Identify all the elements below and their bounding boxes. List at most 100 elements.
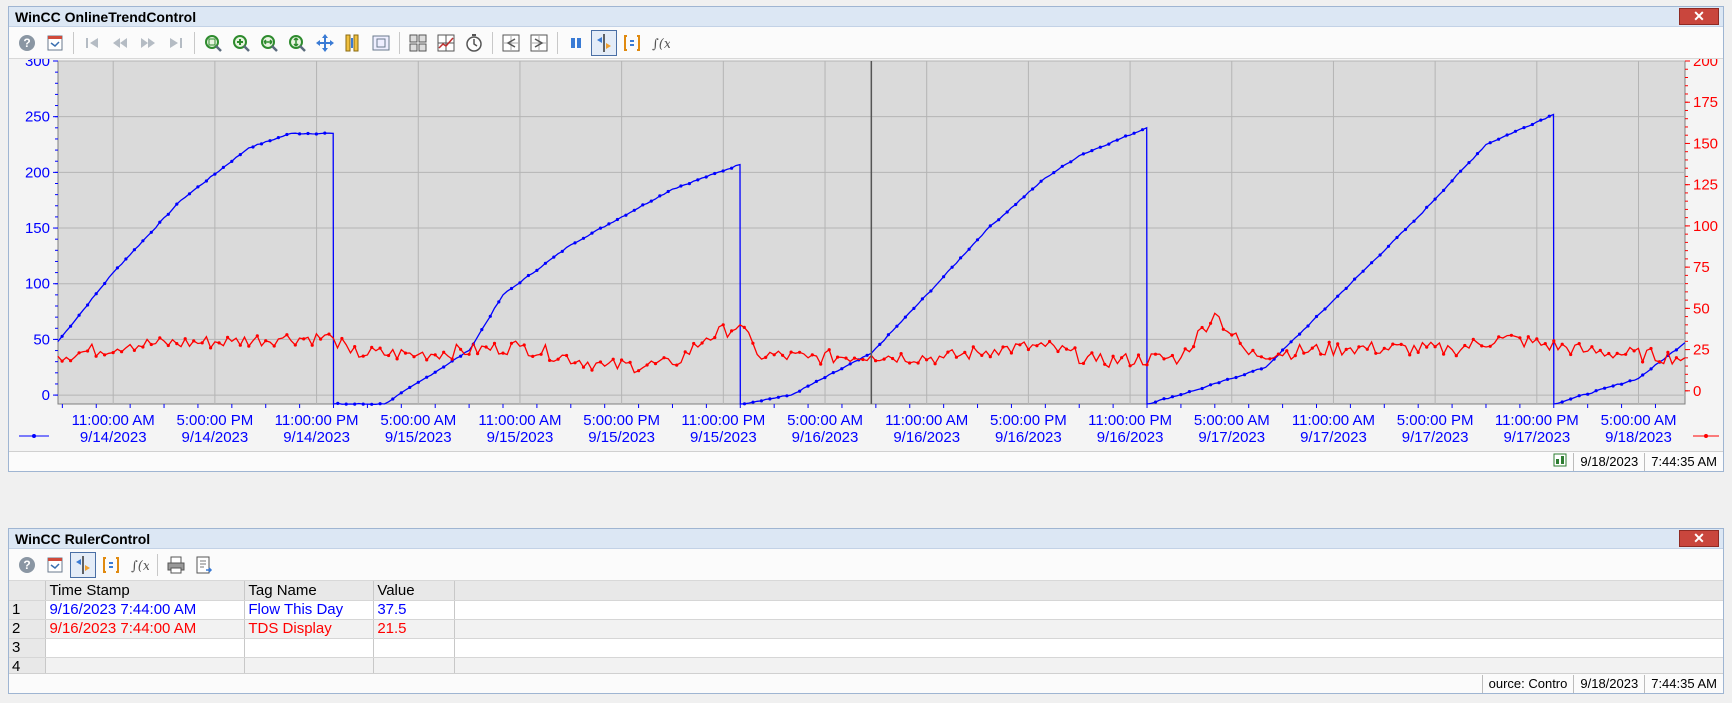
data-point [370, 345, 374, 349]
data-point [1569, 352, 1573, 357]
data-point [552, 255, 556, 259]
data-point [395, 357, 399, 361]
stop-icon[interactable] [563, 30, 589, 56]
data-point [598, 226, 603, 230]
column-header-time-stamp[interactable]: Time Stamp [45, 581, 246, 601]
x-axis-tick-label-time: 11:00:00 AM [72, 412, 155, 429]
data-point [611, 357, 615, 361]
next-record-icon[interactable] [135, 30, 161, 56]
x-axis-tick-label-date: 9/16/2023 [893, 429, 960, 446]
data-point [319, 337, 323, 341]
ruler-close-button[interactable]: ✕ [1679, 530, 1719, 547]
right-axis-tick-label: 0 [1693, 383, 1701, 400]
statistics-icon[interactable]: ∫(x) [647, 30, 673, 56]
data-point [141, 239, 145, 243]
table-row[interactable]: 1 9/16/2023 7:44:00 AM Flow This Day 37.5 [9, 600, 1723, 620]
data-point [1209, 321, 1213, 325]
data-point [653, 362, 658, 366]
data-point [378, 402, 382, 406]
data-point [687, 182, 692, 186]
config-dialog-icon[interactable] [42, 30, 68, 56]
left-axis-tick-label: 300 [25, 59, 50, 70]
data-point [336, 401, 340, 405]
config-dialog-icon[interactable] [42, 552, 68, 578]
data-point [204, 179, 208, 183]
data-point [276, 136, 280, 140]
data-point [696, 178, 700, 182]
data-point [1005, 210, 1009, 214]
zoom-in-icon[interactable] [228, 30, 254, 56]
data-point [1552, 339, 1556, 343]
first-record-icon[interactable] [79, 30, 105, 56]
next-trend-icon[interactable] [526, 30, 552, 56]
previous-trend-icon[interactable] [498, 30, 524, 56]
ruler-icon[interactable] [591, 29, 617, 56]
statistics-area-icon[interactable] [98, 552, 124, 578]
data-point [1374, 351, 1378, 355]
data-point [615, 217, 620, 222]
select-time-range-icon[interactable] [461, 30, 487, 56]
data-point [314, 132, 318, 136]
data-point [1136, 353, 1141, 357]
data-point [484, 345, 488, 349]
help-icon[interactable]: ? [14, 552, 40, 578]
move-trend-area-icon[interactable] [312, 30, 338, 56]
select-trends-icon[interactable] [433, 30, 459, 56]
data-point [149, 342, 153, 347]
trend-window-title: WinCC OnlineTrendControl [15, 9, 197, 25]
data-point [323, 131, 327, 135]
data-point [620, 358, 624, 362]
last-record-icon[interactable] [163, 30, 189, 56]
table-row[interactable]: 2 9/16/2023 7:44:00 AM TDS Display 21.5 [9, 619, 1723, 639]
data-point [954, 355, 959, 359]
data-point [704, 175, 708, 179]
statistics-icon[interactable]: ∫(x) [126, 552, 152, 578]
data-point [692, 341, 696, 346]
data-point [1259, 355, 1263, 359]
ruler-icon[interactable] [70, 551, 96, 578]
data-point [785, 394, 789, 398]
data-point [827, 348, 831, 352]
data-point [899, 352, 903, 356]
table-row[interactable]: 4 [9, 657, 1723, 673]
data-point [713, 171, 717, 176]
table-row[interactable]: 3 [9, 638, 1723, 658]
data-point [1475, 152, 1480, 156]
column-header-tag-name[interactable]: Tag Name [244, 581, 375, 601]
select-tags-icon[interactable] [405, 30, 431, 56]
zoom-value-axis-icon[interactable] [284, 30, 310, 56]
row-number-cell: 2 [9, 619, 47, 639]
data-point [1120, 356, 1124, 360]
data-point [1666, 350, 1670, 354]
data-point [467, 352, 471, 356]
column-header-value[interactable]: Value [373, 581, 456, 601]
data-point [132, 248, 136, 252]
data-point [1111, 354, 1115, 358]
data-point [378, 346, 382, 350]
data-point [264, 339, 268, 343]
data-point [789, 350, 793, 354]
trend-close-button[interactable]: ✕ [1679, 8, 1719, 25]
zoom-area-icon[interactable] [200, 30, 226, 56]
data-point [1497, 137, 1501, 141]
data-point [1314, 314, 1319, 319]
original-view-icon[interactable] [368, 30, 394, 56]
data-point [217, 341, 221, 345]
data-point [772, 353, 776, 357]
help-icon[interactable]: ? [14, 30, 40, 56]
statistics-area-icon[interactable] [619, 30, 645, 56]
data-point [1463, 343, 1467, 348]
toolbar-separator [73, 31, 74, 54]
zoom-time-axis-icon[interactable] [256, 30, 282, 56]
print-icon[interactable] [163, 552, 189, 578]
data-point [353, 402, 357, 406]
data-point [1386, 244, 1391, 248]
move-axes-icon[interactable] [340, 30, 366, 56]
previous-record-icon[interactable] [107, 30, 133, 56]
data-point [412, 355, 416, 359]
export-data-icon[interactable] [191, 552, 217, 578]
data-point [442, 365, 446, 369]
data-point [1509, 333, 1513, 337]
data-point [1018, 343, 1022, 347]
